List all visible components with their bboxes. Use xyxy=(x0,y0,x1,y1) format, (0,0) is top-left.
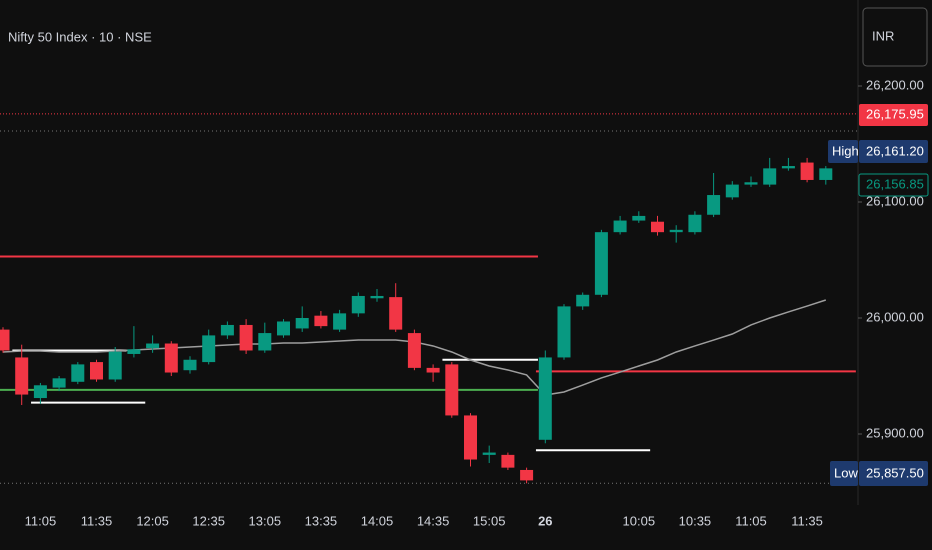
candle-body xyxy=(538,357,552,440)
candle-body xyxy=(0,329,10,351)
low-label: 25,857.50 xyxy=(866,465,924,480)
candle-body xyxy=(202,335,216,363)
chart-title: Nifty 50 Index · 10 · NSE xyxy=(8,29,152,44)
candle-body xyxy=(127,349,141,354)
candle-body xyxy=(426,367,440,373)
candle-body xyxy=(445,364,459,416)
candle-body xyxy=(763,168,777,185)
low-name: Low xyxy=(834,465,858,480)
x-tick-label: 12:05 xyxy=(136,513,169,528)
candle-body xyxy=(594,232,608,295)
candle-body xyxy=(407,333,421,368)
candle-body xyxy=(33,385,47,399)
candle-body xyxy=(220,324,234,336)
x-tick-label: 12:35 xyxy=(192,513,225,528)
candle-body xyxy=(800,162,814,180)
x-tick-label: 14:35 xyxy=(417,513,450,528)
high-label: 26,161.20 xyxy=(866,143,924,158)
candle-body xyxy=(613,220,627,233)
x-tick-label: 11:35 xyxy=(81,513,113,528)
candle-body xyxy=(725,184,739,198)
candle-body xyxy=(146,343,160,349)
x-tick-label: 11:05 xyxy=(25,513,57,528)
candle-body xyxy=(71,364,85,382)
candle-body xyxy=(183,359,197,371)
candle-body xyxy=(351,295,365,314)
candle-body xyxy=(277,321,290,336)
candle-body xyxy=(632,215,646,221)
x-tick-label: 13:35 xyxy=(305,513,338,528)
y-tick-label: 26,100.00 xyxy=(866,193,924,208)
y-tick-label: 26,200.00 xyxy=(866,77,924,92)
x-tick-label: 14:05 xyxy=(361,513,394,528)
x-tick-label: 10:35 xyxy=(679,513,712,528)
candle-body xyxy=(651,221,664,233)
candle-body xyxy=(15,357,29,395)
candle-body xyxy=(520,469,534,481)
candle-body xyxy=(669,229,683,233)
candle-body xyxy=(314,315,328,327)
candle-body xyxy=(744,182,758,185)
candle-body xyxy=(557,306,571,358)
candle-body xyxy=(464,415,477,460)
candle-body xyxy=(576,294,590,307)
candle-body xyxy=(501,454,515,468)
low-name-box xyxy=(830,461,858,486)
candle-body xyxy=(482,452,496,455)
x-tick-label: 26 xyxy=(538,513,552,528)
low-label-box xyxy=(859,461,928,486)
last-price-box xyxy=(858,173,929,197)
candle-body xyxy=(389,297,403,330)
candle-body xyxy=(164,343,178,373)
high-name-box xyxy=(828,140,858,163)
alert-label-box xyxy=(859,104,928,126)
candle-body xyxy=(781,166,795,169)
candle-body xyxy=(707,195,721,215)
currency-label[interactable]: INR xyxy=(872,28,894,43)
y-tick-label: 25,900.00 xyxy=(866,425,924,440)
x-tick-label: 11:05 xyxy=(735,513,767,528)
x-tick-label: 15:05 xyxy=(473,513,506,528)
candle-body xyxy=(295,318,309,329)
last-price-label: 26,156.85 xyxy=(866,176,924,191)
alert-label: 26,175.95 xyxy=(866,106,924,121)
candle-body xyxy=(52,378,66,388)
candle-body xyxy=(108,351,122,380)
x-tick-label: 10:05 xyxy=(623,513,656,528)
candle-body xyxy=(370,295,384,299)
y-tick-label: 26,000.00 xyxy=(866,309,924,324)
x-tick-label: 13:05 xyxy=(249,513,282,528)
candle-body xyxy=(688,214,702,233)
high-name: High xyxy=(832,143,859,158)
candle-body xyxy=(819,168,833,180)
candle-body xyxy=(239,324,253,351)
candle-body xyxy=(90,362,103,380)
high-label-box xyxy=(859,140,928,163)
x-tick-label: 11:35 xyxy=(791,513,823,528)
candle-body xyxy=(258,333,272,351)
currency-button[interactable] xyxy=(862,7,928,67)
candle-body xyxy=(333,313,347,330)
